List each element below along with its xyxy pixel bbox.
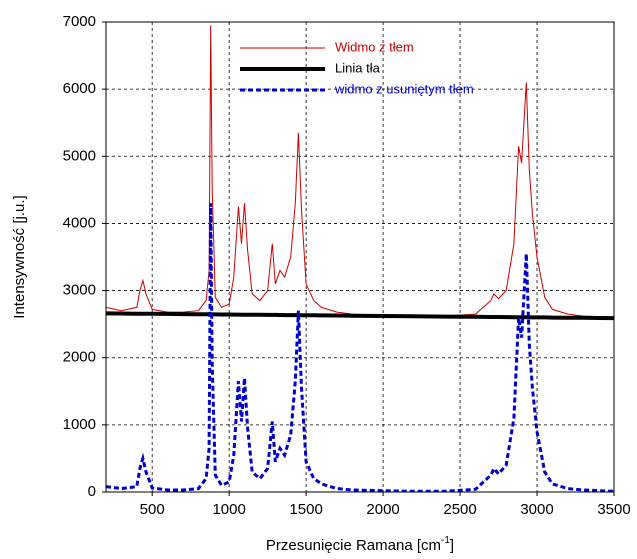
legend-label: Widmo z tłem: [335, 39, 414, 54]
y-tick-label: 1000: [63, 416, 96, 433]
y-tick-label: 3000: [63, 282, 96, 299]
x-axis-label-sup: -1: [441, 535, 450, 546]
x-tick-label: 2000: [366, 501, 399, 518]
y-axis-label: Intensywność [j.u.]: [11, 195, 28, 318]
y-tick-label: 2000: [63, 349, 96, 366]
y-tick-label: 5000: [63, 147, 96, 164]
x-axis-label: Przesunięcie Ramana [cm-1]: [266, 535, 454, 554]
x-axis-label-end: ]: [450, 537, 454, 554]
x-axis-label-main: Przesunięcie Ramana [cm: [266, 537, 441, 554]
y-tick-label: 7000: [63, 13, 96, 30]
legend-label: Linia tła: [335, 60, 381, 75]
legend-label: widmo z usuniętym tłem: [334, 81, 474, 96]
x-tick-label: 500: [140, 501, 165, 518]
series-line: [106, 203, 614, 492]
y-tick-label: 6000: [63, 80, 96, 97]
x-tick-label: 3500: [597, 501, 630, 518]
x-tick-label: 2500: [443, 501, 476, 518]
plot-frame: [105, 21, 615, 493]
y-tick-label: 4000: [63, 214, 96, 231]
series-line: [106, 311, 614, 321]
series-line: [106, 25, 614, 318]
x-tick-label: 1500: [289, 501, 322, 518]
x-tick-label: 1000: [212, 501, 245, 518]
x-tick-label: 3000: [520, 501, 553, 518]
y-tick-label: 0: [88, 483, 96, 500]
